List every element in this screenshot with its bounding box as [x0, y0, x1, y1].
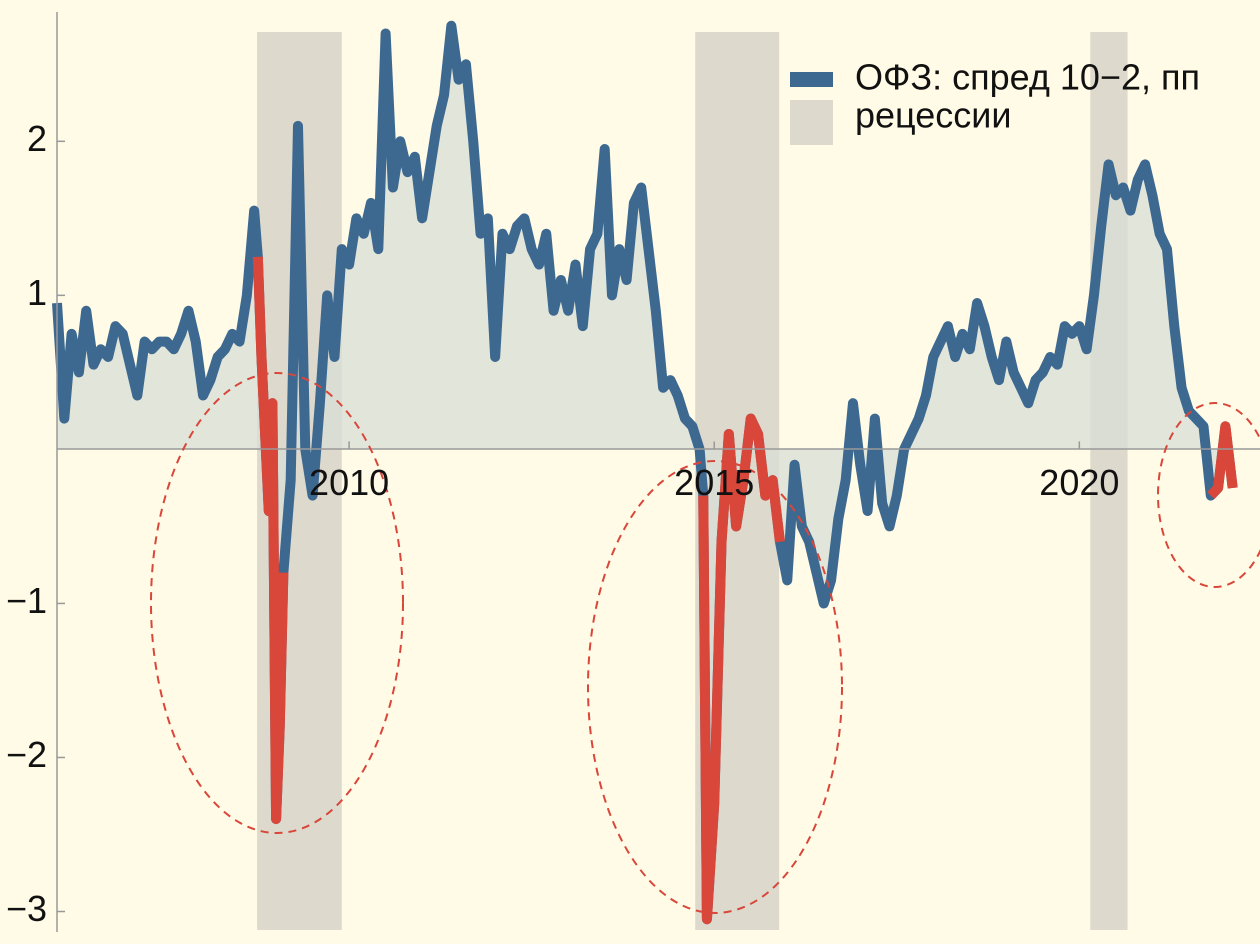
legend-label: ОФЗ: спред 10−2, пп [855, 57, 1200, 98]
highlight-line [252, 256, 289, 825]
legend-swatch [790, 100, 833, 145]
highlight-line [1207, 421, 1238, 500]
annotation-ellipse [1157, 402, 1260, 588]
annotation-ellipse [587, 460, 843, 914]
plot [52, 20, 1238, 925]
legend: ОФЗ: спред 10−2, пп рецессии [790, 57, 1200, 145]
x-tick-label: 2010 [309, 462, 389, 503]
legend-label: рецессии [855, 95, 1012, 136]
annotation-ellipse [150, 372, 404, 834]
y-tick-label: 2 [27, 118, 47, 159]
annotations [150, 372, 1260, 914]
y-tick-label: −3 [6, 888, 47, 929]
y-tick-label: −1 [6, 580, 47, 621]
x-tick-label: 2015 [674, 462, 754, 503]
y-tick-label: −2 [6, 734, 47, 775]
x-tick-label: 2020 [1039, 462, 1119, 503]
highlight-line [698, 413, 785, 925]
y-tick-label: 1 [27, 272, 47, 313]
legend-swatch [790, 72, 833, 87]
line [52, 20, 1238, 925]
